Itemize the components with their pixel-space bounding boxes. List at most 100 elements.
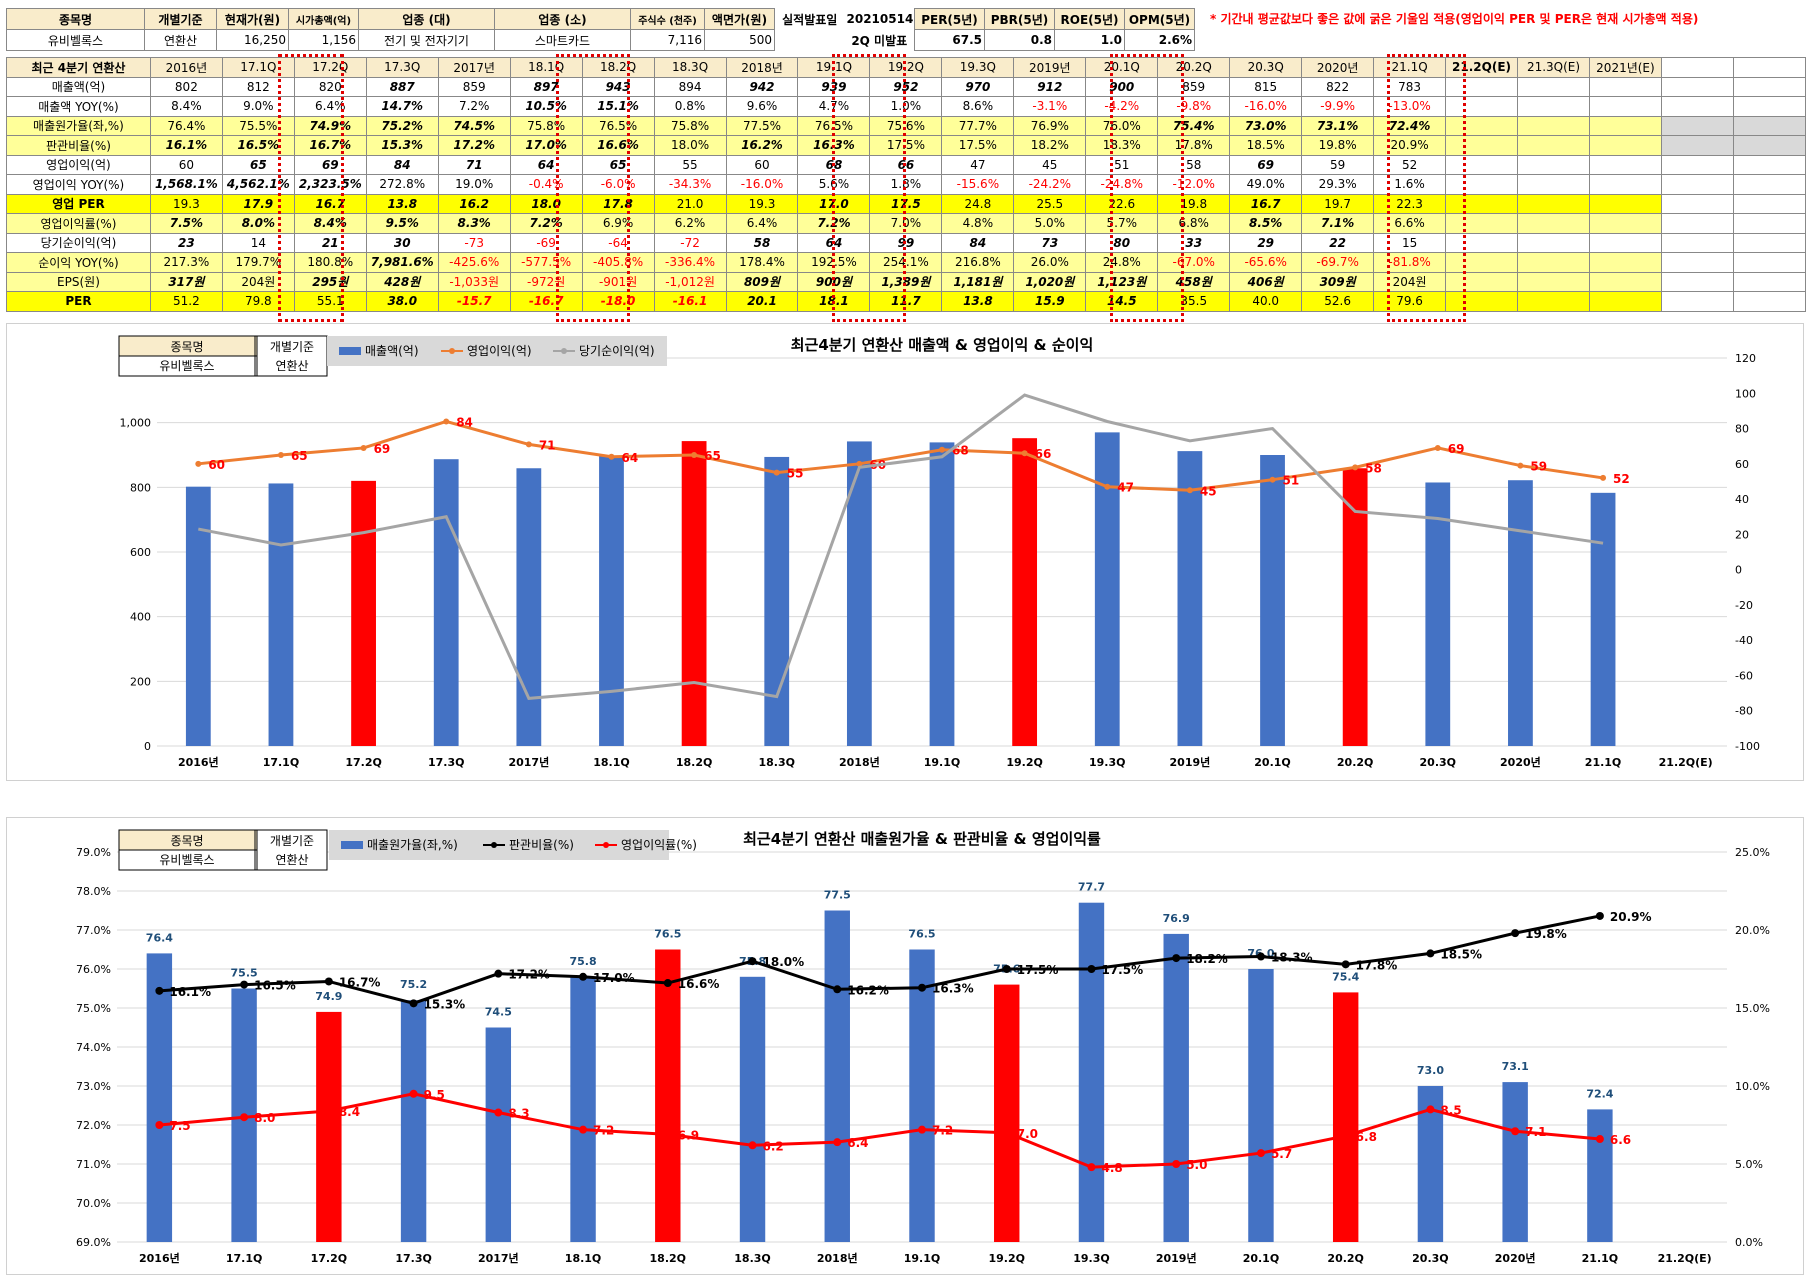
- table-cell: 73: [1013, 232, 1087, 253]
- table-cell: 2,323.5%: [293, 174, 367, 195]
- table-cell: 21: [293, 232, 367, 253]
- table-cell: 815: [1229, 76, 1303, 97]
- table-cell: 859: [437, 76, 511, 97]
- table-cell: 76.9%: [1013, 115, 1087, 136]
- table-cell: 20.1: [725, 291, 799, 312]
- line-point: [856, 460, 863, 467]
- table-cell: [1445, 213, 1519, 234]
- table-cell: 17.0%: [509, 135, 583, 156]
- table-cell: -72: [653, 232, 727, 253]
- table-cell: -16.0%: [725, 174, 799, 195]
- table-cell: 68: [797, 154, 871, 175]
- table-cell: 15: [1373, 232, 1447, 253]
- table-cell: 18.0: [509, 193, 583, 214]
- point-label: 17.0%: [593, 971, 635, 985]
- line-point: [1426, 1105, 1435, 1114]
- table-cell: 29.3%: [1301, 174, 1375, 195]
- table-cell: -18.0: [581, 291, 655, 312]
- legend-label: 영업이익률(%): [621, 838, 697, 852]
- x-tick-label: 17.3Q: [395, 1252, 432, 1265]
- bar-label: 74.9: [315, 990, 342, 1003]
- table-cell: [1660, 96, 1734, 117]
- info-value-row: 유비벨록스 연환산 16,250 1,156 전기 및 전자기기 스마트카드 7,116 50…: [6, 29, 1195, 51]
- table-cell: 60: [149, 154, 223, 175]
- table-cell: -901원: [581, 271, 655, 292]
- table-cell: [1445, 291, 1519, 312]
- info-value-2: 16,250: [216, 29, 289, 51]
- table-cell: -3.1%: [1013, 96, 1087, 117]
- legend-label: 매출액(억): [365, 344, 419, 358]
- table-period-18: 21.2Q(E): [1445, 57, 1519, 78]
- bar: [1078, 902, 1105, 1242]
- legend-label: 판관비율(%): [509, 838, 574, 852]
- legend-label: 매출원가율(좌,%): [367, 838, 458, 852]
- table-period-22: [1732, 57, 1806, 78]
- table-cell: -24.2%: [1013, 174, 1087, 195]
- table-cell: 40.0: [1229, 291, 1303, 312]
- table-cell: 428원: [365, 271, 439, 292]
- y2-tick-label: -80: [1735, 705, 1753, 718]
- table-cell: 16.6%: [581, 135, 655, 156]
- bar: [739, 976, 766, 1242]
- line-point: [691, 452, 698, 458]
- table-cell: 64: [797, 232, 871, 253]
- table-cell: 69: [1229, 154, 1303, 175]
- line-point: [1172, 1160, 1181, 1168]
- y2-tick-label: -40: [1735, 634, 1753, 647]
- y-tick-label: 71.0%: [76, 1158, 111, 1171]
- bar: [570, 976, 596, 1242]
- point-label: 65: [291, 449, 308, 463]
- table-cell: 84: [941, 232, 1015, 253]
- bar: [1248, 969, 1274, 1242]
- y2-tick-label: 120: [1735, 352, 1756, 365]
- legend-swatch-dot: [491, 842, 497, 848]
- point-label: 16.6%: [678, 977, 720, 991]
- table-cell: [1588, 232, 1662, 253]
- y-tick-label: 0: [144, 740, 151, 753]
- table-cell: 19.7: [1301, 193, 1375, 214]
- table-cell: 15.3%: [365, 135, 439, 156]
- table-cell: 8.6%: [941, 96, 1015, 117]
- bar-label: 77.7: [1078, 881, 1105, 894]
- info-header-13: OPM(5년): [1124, 8, 1195, 30]
- table-cell: -405.8%: [581, 252, 655, 273]
- x-tick-label: 2020년: [1500, 755, 1541, 769]
- table-cell: 309원: [1301, 271, 1375, 292]
- y-tick-label: 74.0%: [76, 1041, 111, 1054]
- table-cell: 17.0: [797, 193, 871, 214]
- table-cell: 5.6%: [797, 174, 871, 195]
- table-cell: 18.0%: [653, 135, 727, 156]
- line-point: [773, 469, 780, 476]
- x-tick-label: 19.3Q: [1073, 1252, 1110, 1265]
- table-cell: 76.4%: [149, 115, 223, 136]
- y2-tick-label: 80: [1735, 423, 1749, 436]
- table-cell: [1588, 271, 1662, 292]
- table-cell: 51.2: [149, 291, 223, 312]
- x-tick-label: 20.3Q: [1420, 756, 1457, 769]
- info-header-6: 주식수 (천주): [630, 8, 705, 30]
- table-cell: 6.4%: [293, 96, 367, 117]
- legend-label: 영업이익(억): [467, 344, 532, 358]
- bar: [185, 486, 211, 746]
- table-cell: 75.5%: [221, 115, 295, 136]
- table-cell: 19.3: [149, 193, 223, 214]
- point-label: 18.0%: [763, 955, 805, 969]
- table-cell: 76.5%: [581, 115, 655, 136]
- point-label: 8.5: [1440, 1103, 1461, 1117]
- table-row: EPS(원) 317원 204원 295원 428원 -1,033원 -972원 -901원 -…: [6, 271, 1806, 292]
- table-cell: [1445, 271, 1519, 292]
- x-tick-label: 2017년: [508, 755, 549, 769]
- table-row: 영업 PER 19.3 17.9 16.7 13.8 16.2 18.0 17.8 21.0 19…: [6, 193, 1806, 214]
- table-cell: 7.2%: [509, 213, 583, 234]
- table-cell: -69: [509, 232, 583, 253]
- x-tick-label: 21.2Q(E): [1658, 1252, 1712, 1265]
- table-cell: [1517, 76, 1590, 97]
- legend-swatch-dot: [449, 348, 455, 354]
- info-value-1: 연환산: [144, 29, 217, 51]
- x-tick-label: 17.3Q: [428, 756, 465, 769]
- table-cell: -9.8%: [1157, 96, 1231, 117]
- line-point: [1087, 965, 1096, 973]
- chart-title: 최근4분기 연환산 매출액 & 영업이익 & 순이익: [791, 336, 1094, 354]
- table-cell: [1445, 154, 1519, 175]
- point-label: 59: [1530, 460, 1547, 474]
